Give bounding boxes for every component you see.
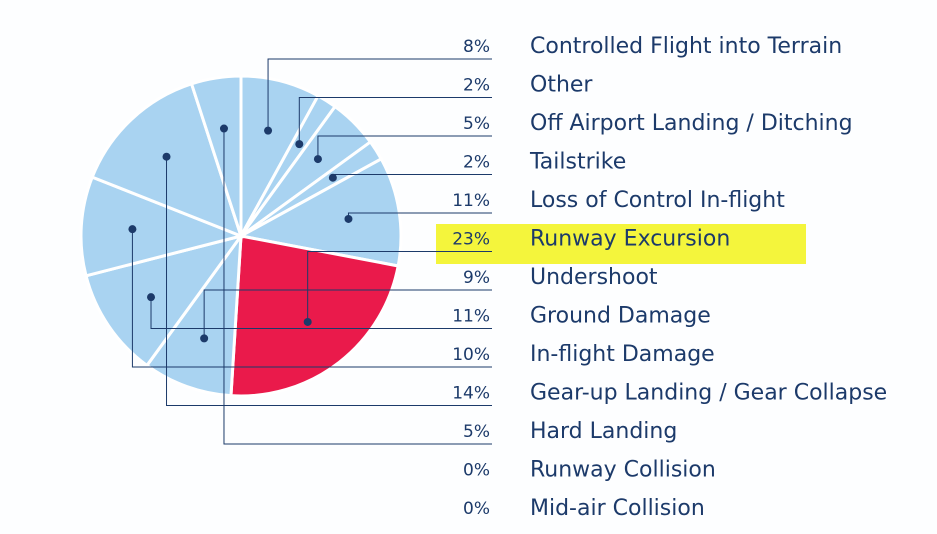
value-label: 5% (463, 114, 490, 134)
legend-label: Hard Landing (530, 419, 677, 444)
value-label: 10% (452, 345, 490, 365)
pie-slice (84, 233, 245, 368)
leader-dot (264, 126, 273, 135)
leader-dot (303, 317, 312, 326)
leader-line (267, 58, 492, 131)
leader-dot (128, 225, 137, 234)
leader-line (317, 135, 492, 160)
leader-line (131, 229, 492, 368)
value-label: 5% (463, 422, 490, 442)
leader-dot (147, 293, 156, 302)
value-label: 2% (463, 153, 490, 173)
legend-label: Tailstrike (529, 150, 626, 175)
value-label: 23% (452, 230, 490, 250)
leader-dot (313, 155, 322, 164)
legend-label: Other (530, 73, 593, 98)
pie-slice (189, 74, 243, 237)
leader-dot (200, 334, 209, 343)
legend-label: In-flight Damage (530, 342, 715, 367)
value-label: 14% (452, 384, 490, 404)
leader-dot (295, 140, 304, 149)
leader-line (166, 156, 492, 406)
value-label: 11% (452, 307, 490, 327)
value-label: 8% (463, 37, 490, 57)
leader-line (203, 289, 492, 339)
leader-line (223, 128, 492, 445)
legend-label: Off Airport Landing / Ditching (530, 111, 853, 136)
leader-line (150, 297, 492, 329)
legend-label: Loss of Control In-flight (530, 188, 785, 213)
legend-label: Mid-air Collision (530, 496, 705, 521)
leader-dot (328, 173, 337, 182)
leader-dot (162, 152, 171, 161)
legend-label: Runway Collision (530, 458, 716, 483)
highlight (436, 224, 806, 264)
value-label: 0% (463, 499, 490, 519)
pie-slice (144, 230, 243, 398)
value-label: 0% (463, 461, 490, 481)
leader-line (307, 251, 492, 322)
pie-slice (236, 156, 403, 268)
legend-label: Undershoot (530, 265, 658, 290)
leader-dot (219, 124, 228, 133)
leader-line (298, 97, 492, 145)
pie-slice (79, 175, 246, 278)
legend-label: Ground Damage (530, 304, 711, 329)
value-label: 2% (463, 76, 490, 96)
leader-dot (344, 214, 353, 223)
legend-label: Gear-up Landing / Gear Collapse (530, 381, 887, 406)
value-label: 9% (463, 268, 490, 288)
value-label: 11% (452, 191, 490, 211)
legend-label: Controlled Flight into Terrain (530, 34, 842, 59)
legend-label: Runway Excursion (530, 227, 730, 252)
